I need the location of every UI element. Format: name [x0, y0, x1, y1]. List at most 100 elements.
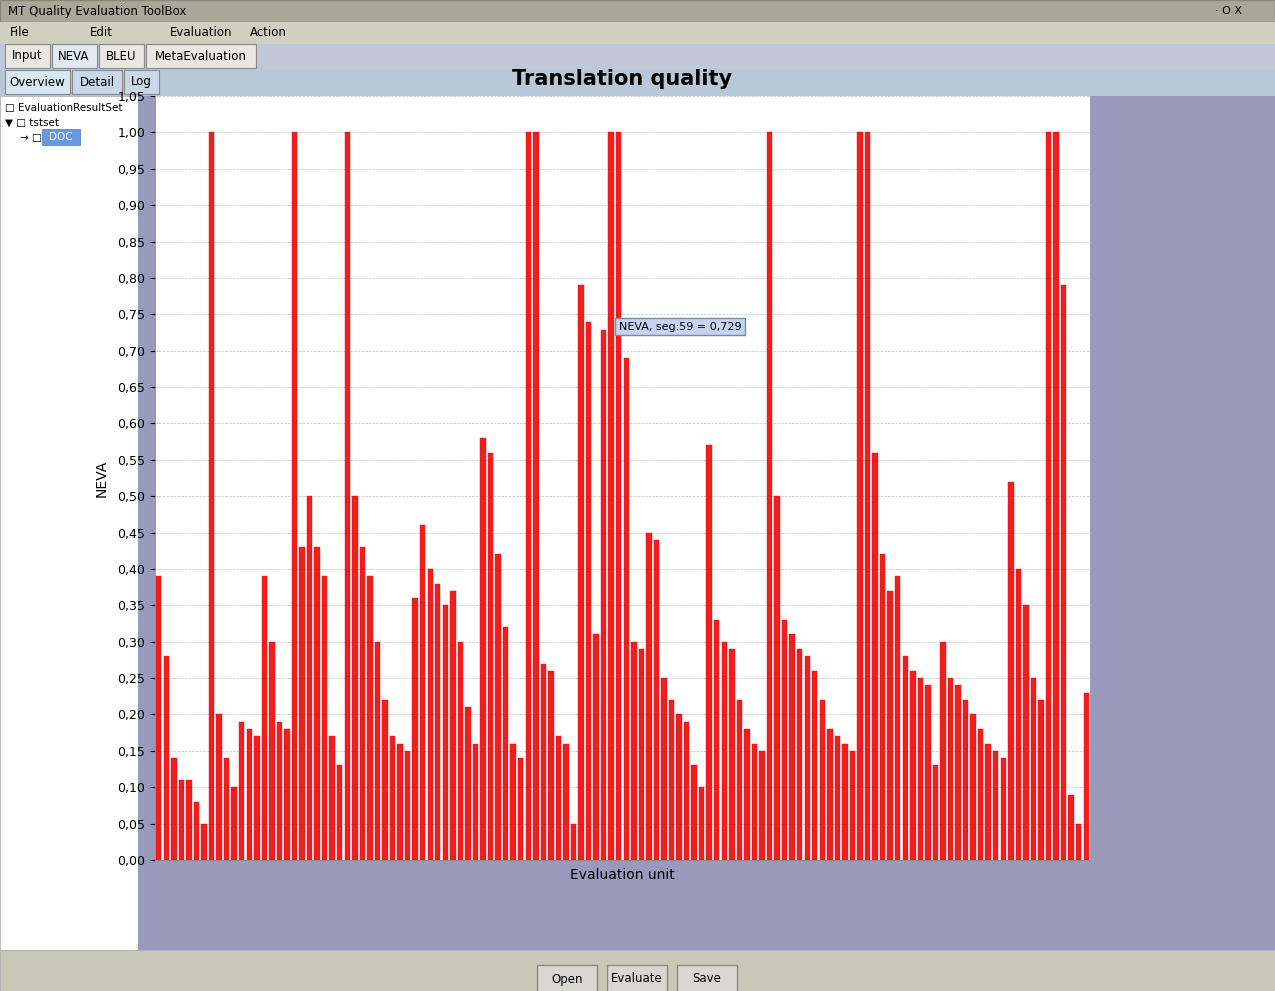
Bar [261, 576, 266, 860]
Bar [933, 765, 938, 860]
Bar [895, 576, 900, 860]
Bar [766, 133, 773, 860]
Text: Input: Input [11, 50, 42, 62]
Bar [367, 576, 372, 860]
Text: ▼ □ tstset: ▼ □ tstset [5, 118, 59, 128]
Bar [662, 678, 667, 860]
Bar [947, 678, 954, 860]
Bar [419, 525, 426, 860]
Text: Evaluate: Evaluate [611, 972, 663, 985]
Bar [5, 44, 50, 68]
Bar [277, 721, 282, 860]
Bar [496, 554, 501, 860]
Bar [405, 751, 411, 860]
Bar [774, 496, 780, 860]
Bar [706, 445, 711, 860]
Bar [623, 358, 629, 860]
Bar [465, 708, 470, 860]
Bar [156, 576, 162, 860]
Text: → □: → □ [20, 133, 42, 143]
Bar [0, 950, 1275, 991]
Bar [556, 736, 561, 860]
Bar [246, 729, 252, 860]
Bar [458, 642, 463, 860]
Bar [525, 133, 530, 860]
Bar [849, 751, 856, 860]
Title: Translation quality: Translation quality [513, 69, 733, 89]
Bar [352, 496, 357, 860]
Bar [752, 743, 757, 860]
Bar [5, 70, 70, 94]
Bar [186, 780, 191, 860]
Bar [390, 736, 395, 860]
Bar [677, 965, 737, 991]
Bar [639, 649, 644, 860]
Bar [224, 758, 229, 860]
Bar [382, 700, 388, 860]
Bar [745, 729, 750, 860]
Bar [857, 133, 863, 860]
Bar [1001, 758, 1006, 860]
Text: NEVA, seg:59 = 0,729: NEVA, seg:59 = 0,729 [618, 321, 741, 332]
Bar [138, 96, 1275, 950]
Bar [993, 751, 998, 860]
Bar [541, 664, 546, 860]
Bar [714, 620, 719, 860]
Bar [163, 656, 170, 860]
Text: □ EvaluationResultSet: □ EvaluationResultSet [5, 103, 122, 113]
Bar [398, 743, 403, 860]
Bar [548, 671, 553, 860]
Bar [1084, 693, 1089, 860]
Text: DOC: DOC [50, 132, 73, 142]
Bar [608, 133, 613, 860]
Bar [284, 729, 289, 860]
Bar [533, 133, 538, 860]
Bar [435, 584, 440, 860]
Bar [292, 133, 297, 860]
Bar [375, 642, 380, 860]
Bar [217, 715, 222, 860]
Bar [579, 285, 584, 860]
Bar [827, 729, 833, 860]
Bar [654, 540, 659, 860]
Bar [337, 765, 343, 860]
Bar [124, 70, 159, 94]
Bar [442, 606, 448, 860]
Bar [209, 133, 214, 860]
Bar [0, 44, 1275, 70]
Text: MetaEvaluation: MetaEvaluation [156, 50, 247, 62]
Bar [1046, 133, 1052, 860]
Bar [782, 620, 788, 860]
Bar [843, 743, 848, 860]
Bar [481, 438, 486, 860]
Bar [963, 700, 968, 860]
Text: NEVA: NEVA [59, 50, 89, 62]
Bar [450, 591, 455, 860]
Bar [537, 965, 597, 991]
Text: Log: Log [130, 75, 152, 88]
Bar [427, 569, 434, 860]
Bar [518, 758, 524, 860]
Text: Save: Save [692, 972, 722, 985]
Text: Action: Action [250, 27, 287, 40]
Bar [323, 576, 328, 860]
Bar [760, 751, 765, 860]
Bar [683, 721, 690, 860]
Bar [201, 824, 207, 860]
Text: Open: Open [551, 972, 583, 985]
Bar [488, 453, 493, 860]
Bar [329, 736, 335, 860]
Bar [926, 686, 931, 860]
Bar [986, 743, 991, 860]
Bar [910, 671, 915, 860]
Bar [676, 715, 682, 860]
Bar [699, 787, 704, 860]
Y-axis label: NEVA: NEVA [94, 460, 108, 496]
Bar [1009, 482, 1014, 860]
Text: BLEU: BLEU [106, 50, 136, 62]
Bar [0, 22, 1275, 44]
Bar [1024, 606, 1029, 860]
Bar [344, 133, 351, 860]
Bar [179, 780, 184, 860]
Bar [0, 96, 138, 950]
